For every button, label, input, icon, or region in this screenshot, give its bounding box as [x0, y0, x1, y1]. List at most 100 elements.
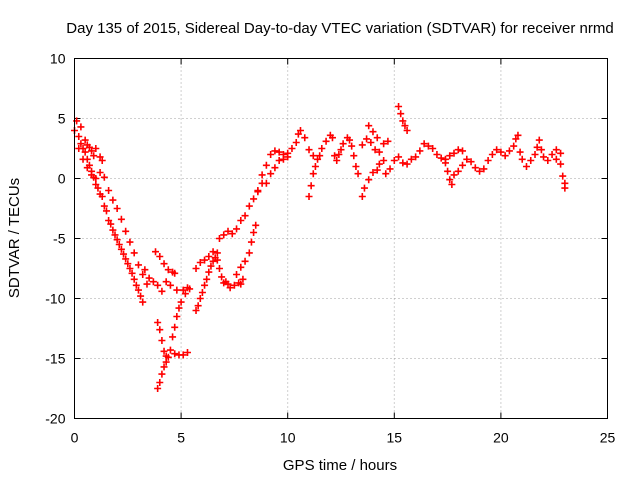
- data-point: [192, 265, 200, 272]
- data-point: [81, 136, 89, 144]
- data-point: [454, 146, 462, 154]
- data-point: [100, 173, 108, 181]
- data-point: [245, 249, 253, 257]
- data-point: [215, 235, 223, 242]
- data-point: [177, 298, 185, 306]
- data-point: [360, 184, 368, 192]
- data-point: [109, 196, 117, 204]
- data-point: [448, 181, 456, 188]
- data-point: [369, 169, 377, 176]
- data-point: [162, 358, 170, 366]
- data-point: [271, 147, 279, 155]
- data-point: [552, 146, 560, 154]
- data-point: [156, 379, 164, 386]
- data-point: [395, 103, 403, 110]
- data-point: [518, 155, 526, 163]
- data-point: [171, 323, 179, 331]
- data-point: [250, 229, 258, 236]
- y-tick-label: 10: [50, 51, 66, 67]
- data-point: [122, 227, 130, 235]
- data-point: [516, 148, 524, 156]
- data-point: [296, 127, 304, 134]
- data-point: [384, 137, 392, 145]
- data-point: [209, 248, 217, 256]
- y-tick-label: -15: [45, 351, 65, 367]
- data-point: [367, 139, 375, 146]
- data-point: [533, 143, 541, 151]
- data-point: [88, 147, 96, 155]
- data-point: [100, 202, 108, 210]
- data-point: [132, 281, 140, 289]
- data-point: [156, 253, 164, 260]
- data-point: [292, 139, 300, 146]
- data-point: [331, 152, 339, 160]
- data-point: [284, 149, 292, 157]
- data-point: [186, 285, 194, 293]
- data-point: [241, 257, 249, 265]
- data-point: [420, 140, 428, 148]
- data-point: [512, 135, 520, 143]
- data-point: [262, 179, 270, 187]
- data-point: [314, 155, 322, 163]
- data-point: [531, 151, 539, 158]
- data-point: [505, 147, 513, 155]
- data-point: [179, 351, 187, 359]
- data-point: [96, 169, 104, 176]
- data-point: [175, 304, 183, 312]
- data-point: [171, 350, 179, 358]
- data-point: [90, 152, 98, 160]
- data-point: [412, 153, 420, 161]
- data-point: [171, 269, 179, 277]
- data-point: [75, 145, 83, 152]
- data-point: [441, 155, 449, 163]
- data-point: [262, 161, 270, 169]
- data-point: [454, 167, 462, 175]
- data-point: [350, 152, 358, 160]
- data-point: [380, 140, 388, 148]
- data-point: [305, 193, 313, 200]
- data-point: [429, 145, 437, 152]
- data-point: [354, 170, 362, 178]
- data-points: [71, 103, 569, 392]
- data-point: [126, 265, 134, 272]
- data-point: [375, 148, 383, 156]
- data-point: [158, 337, 166, 344]
- data-point: [450, 149, 458, 157]
- data-point: [88, 171, 96, 179]
- data-point: [181, 290, 189, 298]
- data-point: [130, 249, 138, 257]
- data-point: [241, 212, 249, 220]
- data-point: [463, 155, 471, 163]
- data-point: [139, 271, 147, 278]
- data-point: [275, 157, 283, 164]
- data-point: [510, 142, 518, 150]
- data-point: [401, 122, 409, 130]
- data-point: [403, 160, 411, 168]
- data-point: [117, 215, 125, 223]
- data-point: [218, 273, 226, 281]
- data-point: [288, 145, 296, 152]
- data-point: [407, 155, 415, 163]
- data-point: [339, 140, 347, 148]
- y-axis-label: SDTVAR / TECUs: [6, 178, 23, 298]
- data-point: [158, 370, 166, 378]
- data-point: [305, 146, 313, 154]
- data-point: [149, 278, 157, 286]
- plot-frame: [74, 58, 608, 419]
- data-point: [333, 157, 341, 164]
- data-point: [179, 286, 187, 294]
- data-point: [109, 226, 117, 234]
- data-point: [105, 187, 113, 194]
- data-point: [301, 134, 309, 142]
- x-tick-label: 0: [71, 430, 79, 446]
- data-point: [134, 261, 142, 269]
- data-point: [207, 262, 215, 270]
- data-point: [403, 127, 411, 134]
- data-point: [230, 281, 238, 289]
- data-point: [250, 195, 258, 203]
- data-point: [275, 148, 283, 156]
- data-point: [416, 147, 424, 155]
- data-point: [537, 146, 545, 154]
- data-point: [476, 167, 484, 175]
